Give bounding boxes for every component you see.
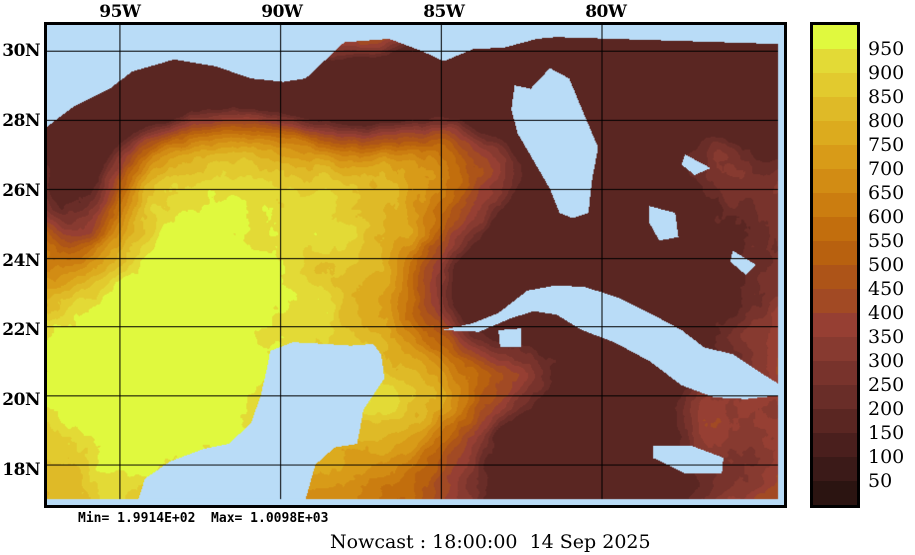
lat-tick-label-30n: 30N [2, 41, 40, 62]
colorbar-tick-350: 350 [868, 326, 905, 348]
colorbar-tick-450: 450 [868, 278, 905, 300]
lat-tick-label-26n: 26N [2, 180, 40, 201]
colorbar-band [813, 169, 857, 193]
colorbar-band [813, 217, 857, 241]
colorbar-tick-50: 50 [868, 470, 893, 492]
colorbar-band [813, 337, 857, 361]
colorbar-tick-550: 550 [868, 230, 905, 252]
colorbar[interactable] [810, 22, 860, 508]
colorbar-band [813, 121, 857, 145]
lon-tick-label-80w: 80W [585, 2, 627, 22]
nowcast-timestamp: Nowcast : 18:00:00 14 Sep 2025 [330, 531, 651, 553]
lon-tick-label-85w: 85W [423, 2, 465, 22]
colorbar-band [813, 193, 857, 217]
lat-tick-label-18n: 18N [2, 460, 40, 481]
colorbar-tick-100: 100 [868, 446, 905, 468]
colorbar-band [813, 25, 857, 49]
colorbar-tick-750: 750 [868, 134, 905, 156]
colorbar-tick-800: 800 [868, 110, 905, 132]
colorbar-tick-700: 700 [868, 158, 905, 180]
colorbar-band [813, 457, 857, 481]
colorbar-tick-950: 950 [868, 38, 905, 60]
colorbar-tick-500: 500 [868, 254, 905, 276]
min-max-readout: Min= 1.9914E+02 Max= 1.0098E+03 [78, 511, 329, 526]
lat-tick-label-22n: 22N [2, 320, 40, 341]
colorbar-band [813, 313, 857, 337]
colorbar-tick-400: 400 [868, 302, 905, 324]
lat-tick-label-24n: 24N [2, 250, 40, 271]
colorbar-tick-300: 300 [868, 350, 905, 372]
lat-tick-label-20n: 20N [2, 390, 40, 411]
colorbar-tick-200: 200 [868, 398, 905, 420]
colorbar-tick-650: 650 [868, 182, 905, 204]
colorbar-tick-600: 600 [868, 206, 905, 228]
colorbar-tick-850: 850 [868, 86, 905, 108]
colorbar-band [813, 73, 857, 97]
colorbar-band [813, 241, 857, 265]
colorbar-band [813, 97, 857, 121]
colorbar-tick-150: 150 [868, 422, 905, 444]
colorbar-band [813, 433, 857, 457]
nowcast-heatmap-canvas[interactable] [47, 25, 784, 505]
map-frame[interactable] [44, 22, 787, 508]
colorbar-band [813, 481, 857, 505]
lat-tick-label-28n: 28N [2, 111, 40, 131]
colorbar-band [813, 361, 857, 385]
colorbar-band [813, 409, 857, 433]
colorbar-tick-250: 250 [868, 374, 905, 396]
lon-tick-label-90w: 90W [261, 2, 303, 22]
lon-tick-label-95w: 95W [99, 2, 141, 22]
colorbar-band [813, 265, 857, 289]
colorbar-tick-900: 900 [868, 62, 905, 84]
colorbar-band [813, 289, 857, 313]
colorbar-band [813, 145, 857, 169]
colorbar-band [813, 49, 857, 73]
colorbar-band [813, 385, 857, 409]
